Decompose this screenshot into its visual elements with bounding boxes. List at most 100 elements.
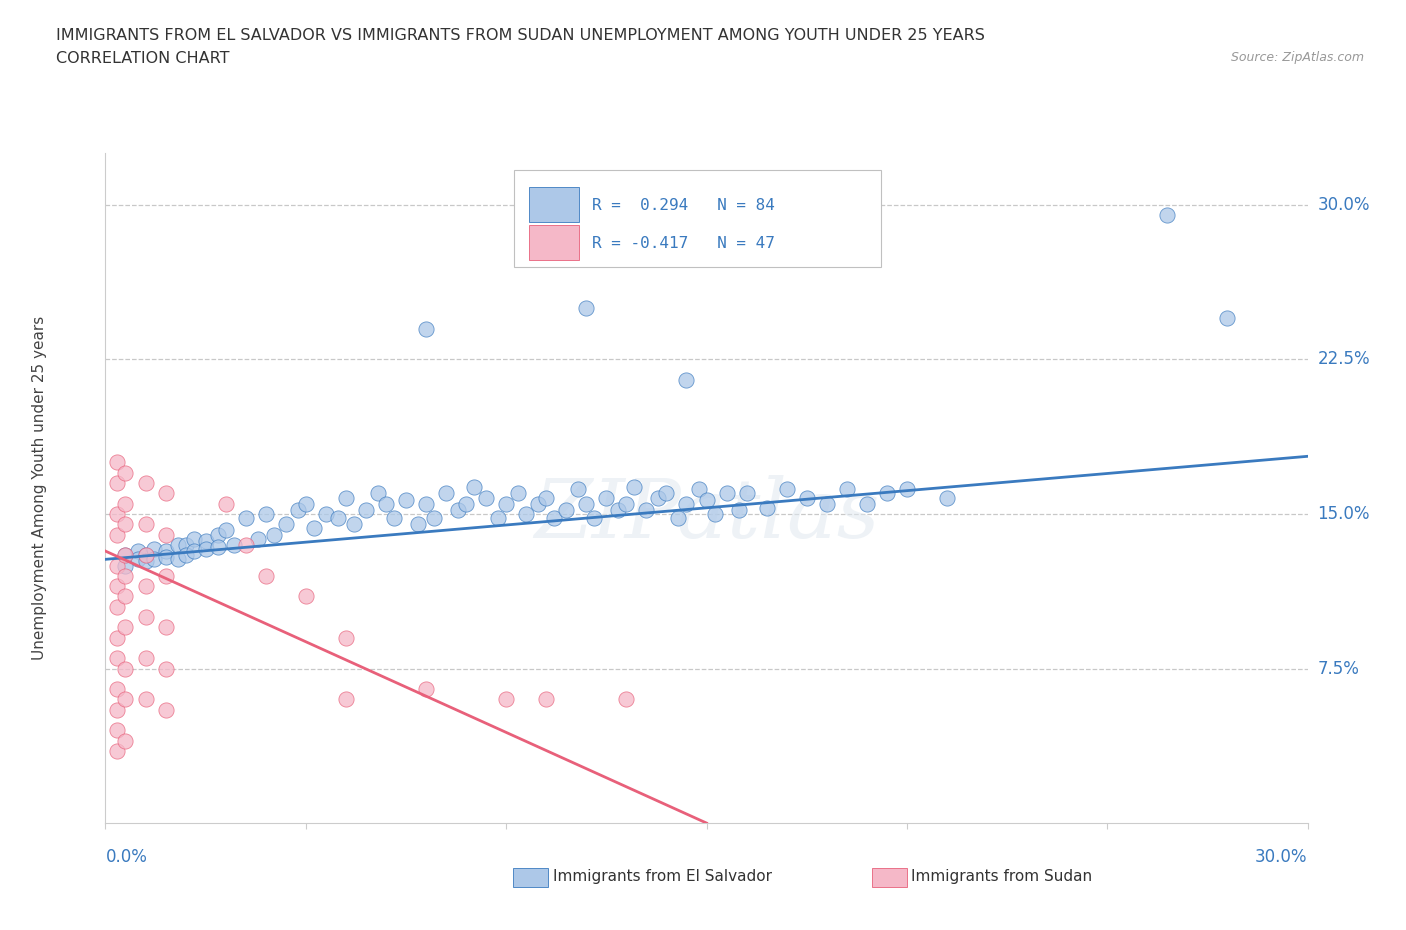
Point bbox=[135, 475, 157, 490]
Text: Unemployment Among Youth under 25 years: Unemployment Among Youth under 25 years bbox=[32, 316, 46, 660]
Point bbox=[575, 300, 598, 315]
Point bbox=[415, 321, 437, 336]
Text: R =  0.294   N = 84: R = 0.294 N = 84 bbox=[592, 198, 775, 213]
Point bbox=[595, 490, 617, 505]
Point bbox=[135, 554, 157, 569]
Point bbox=[183, 531, 205, 546]
Point bbox=[246, 531, 269, 546]
Point bbox=[486, 511, 509, 525]
Point bbox=[254, 507, 277, 522]
Point bbox=[135, 548, 157, 563]
FancyBboxPatch shape bbox=[529, 188, 579, 222]
Point bbox=[214, 523, 236, 538]
Point bbox=[896, 482, 918, 497]
Point bbox=[135, 578, 157, 593]
Point bbox=[235, 538, 257, 552]
Point bbox=[107, 651, 129, 666]
Text: CORRELATION CHART: CORRELATION CHART bbox=[56, 51, 229, 66]
Point bbox=[655, 486, 678, 501]
Point bbox=[107, 682, 129, 697]
Point bbox=[107, 475, 129, 490]
Point bbox=[735, 486, 758, 501]
Point bbox=[155, 568, 177, 583]
Point bbox=[343, 517, 366, 532]
Point bbox=[107, 631, 129, 645]
Point bbox=[114, 620, 136, 635]
Point bbox=[936, 490, 959, 505]
FancyBboxPatch shape bbox=[515, 170, 880, 267]
Point bbox=[166, 538, 188, 552]
Text: ZIPatlas: ZIPatlas bbox=[534, 475, 879, 555]
Point bbox=[423, 511, 446, 525]
Point bbox=[755, 500, 778, 515]
Point bbox=[107, 599, 129, 614]
Point bbox=[107, 558, 129, 573]
Point bbox=[114, 568, 136, 583]
Point bbox=[716, 486, 738, 501]
Point bbox=[315, 507, 337, 522]
Point bbox=[374, 497, 398, 512]
Point bbox=[335, 692, 357, 707]
Point bbox=[876, 486, 898, 501]
Point bbox=[675, 373, 697, 388]
Point bbox=[508, 486, 530, 501]
Point bbox=[107, 507, 129, 522]
Point bbox=[1156, 207, 1178, 222]
Point bbox=[155, 661, 177, 676]
Text: 30.0%: 30.0% bbox=[1256, 848, 1308, 867]
Point bbox=[174, 548, 197, 563]
Point bbox=[263, 527, 285, 542]
Point bbox=[207, 539, 229, 554]
Point bbox=[174, 538, 197, 552]
Point bbox=[607, 502, 630, 517]
Point bbox=[194, 541, 217, 556]
Point bbox=[222, 538, 245, 552]
Point bbox=[796, 490, 818, 505]
Point bbox=[515, 507, 537, 522]
Point bbox=[776, 482, 799, 497]
Point bbox=[114, 733, 136, 748]
Point bbox=[254, 568, 277, 583]
Point bbox=[475, 490, 498, 505]
Point bbox=[107, 743, 129, 758]
Point bbox=[114, 589, 136, 604]
Point bbox=[107, 723, 129, 737]
Point bbox=[135, 517, 157, 532]
Point bbox=[135, 651, 157, 666]
Point bbox=[1216, 311, 1239, 325]
Point bbox=[302, 521, 325, 536]
Point bbox=[114, 548, 136, 563]
Point bbox=[155, 620, 177, 635]
Point bbox=[114, 661, 136, 676]
Point bbox=[214, 497, 236, 512]
Point bbox=[114, 465, 136, 480]
Point bbox=[395, 492, 418, 507]
Text: 7.5%: 7.5% bbox=[1317, 659, 1360, 678]
Point bbox=[295, 497, 318, 512]
Text: 30.0%: 30.0% bbox=[1317, 196, 1369, 214]
Point bbox=[382, 511, 405, 525]
Point bbox=[142, 541, 165, 556]
Point bbox=[274, 517, 297, 532]
Point bbox=[235, 511, 257, 525]
Point bbox=[183, 544, 205, 559]
Point bbox=[107, 578, 129, 593]
Point bbox=[114, 517, 136, 532]
FancyBboxPatch shape bbox=[529, 225, 579, 260]
Point bbox=[495, 692, 517, 707]
Point bbox=[534, 692, 557, 707]
Text: 15.0%: 15.0% bbox=[1317, 505, 1369, 523]
Point bbox=[155, 544, 177, 559]
Point bbox=[616, 692, 638, 707]
Point bbox=[616, 497, 638, 512]
Point bbox=[142, 551, 165, 566]
Point bbox=[114, 692, 136, 707]
Point bbox=[727, 502, 749, 517]
Point bbox=[166, 551, 188, 566]
Point bbox=[114, 548, 136, 563]
Text: R = -0.417   N = 47: R = -0.417 N = 47 bbox=[592, 236, 775, 251]
Point bbox=[354, 502, 377, 517]
Point bbox=[107, 702, 129, 717]
Point bbox=[135, 609, 157, 624]
Text: 0.0%: 0.0% bbox=[105, 848, 148, 867]
